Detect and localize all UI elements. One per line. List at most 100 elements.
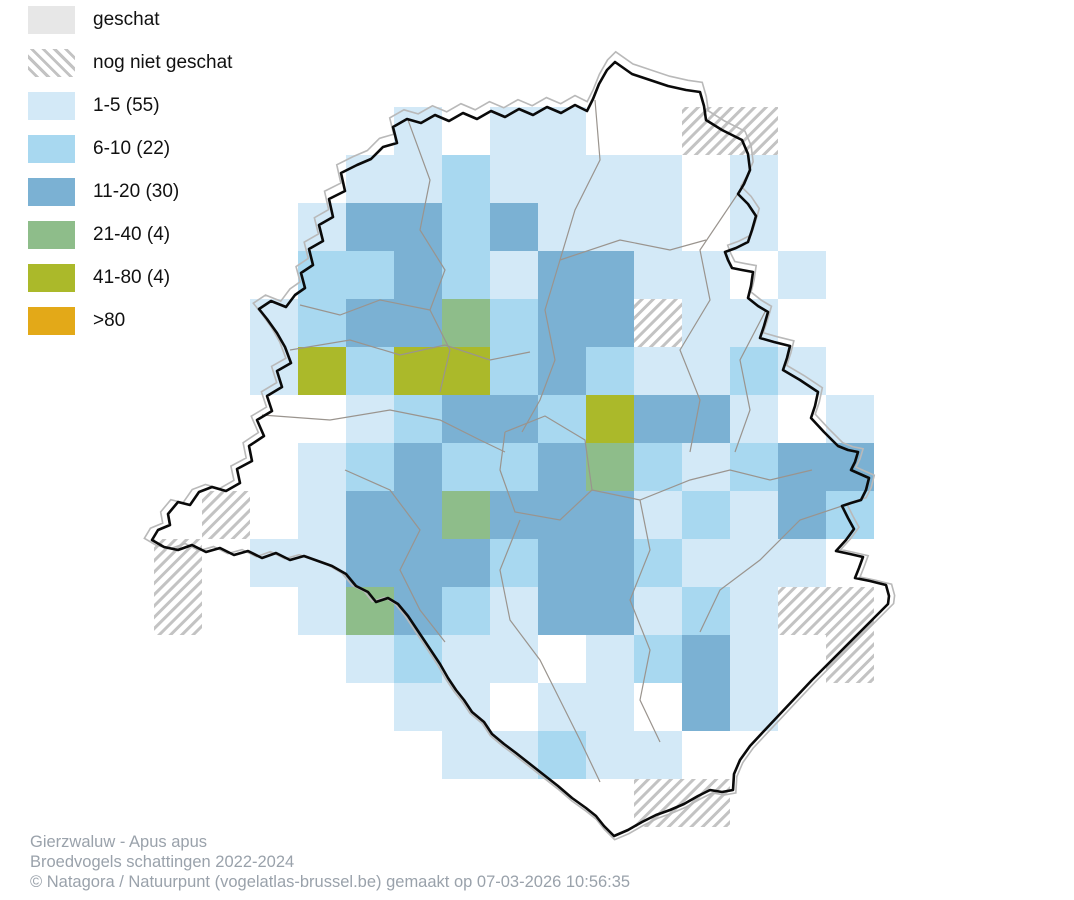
grid-cell [538,347,586,395]
grid-cell [682,587,730,635]
municipal-boundaries [261,99,861,783]
grid-cell [346,155,394,203]
species-name: Gierzwaluw - Apus apus [30,833,207,851]
grid-cell [538,299,586,347]
grid-cell [538,395,586,443]
grid-cell [490,155,538,203]
grid-cell [490,347,538,395]
municipal-boundary-line [699,499,861,633]
grid-cell [490,539,538,587]
legend-label: 6-10 (22) [93,138,171,159]
grid-cell [730,347,778,395]
grid-cell [442,443,490,491]
municipal-boundary-line [261,409,506,453]
grid-cell [346,635,394,683]
grid-cell [778,539,826,587]
grid-cell [586,683,634,731]
grid-cell [586,299,634,347]
grid-cell [682,635,730,683]
municipal-boundary-line [521,99,601,433]
grid-cell [490,635,538,683]
grid-cell [634,155,682,203]
grid-cell [634,395,682,443]
municipal-boundary-line [344,469,446,643]
grid-cell [778,587,826,635]
grid-cell [586,443,634,491]
legend-item: nog niet geschat [28,49,232,77]
grid-cell [730,107,778,155]
region-outline [150,60,891,838]
grid-cell [730,443,778,491]
grid-cell [250,539,298,587]
grid-cell [778,491,826,539]
grid-cell [346,491,394,539]
grid-cell [154,587,202,635]
grid-cell [682,491,730,539]
grid-cell [394,251,442,299]
grid-cell [730,155,778,203]
grid-cell [634,491,682,539]
municipal-boundary-line [679,194,738,453]
grid-cell [490,203,538,251]
survey-period: Broedvogels schattingen 2022-2024 [30,853,295,871]
grid-cell [586,347,634,395]
grid-cell [442,539,490,587]
municipal-boundary-line [289,339,531,361]
legend-item: geschat [28,6,232,34]
grid-cell [490,299,538,347]
grid-cell [442,395,490,443]
grid-cell [442,251,490,299]
grid-cell [346,299,394,347]
grid-cell [634,203,682,251]
grid-cell [730,587,778,635]
legend-item: 6-10 (22) [28,135,232,163]
grid-cell [634,251,682,299]
grid-cell [538,443,586,491]
grid-cell [298,587,346,635]
legend-item: >80 [28,307,232,335]
grid-cell [298,491,346,539]
grid-cell [634,587,682,635]
grid-cell [826,491,874,539]
grid-cell [682,539,730,587]
attribution: © Natagora / Natuurpunt (vogelatlas-brus… [30,873,631,891]
grid-cell [394,203,442,251]
grid-cell [538,155,586,203]
grid-cell [442,635,490,683]
legend-item: 11-20 (30) [28,178,232,206]
grid-cell [634,299,682,347]
grid-cell [442,347,490,395]
grid-cell [826,587,874,635]
grid-cell [298,443,346,491]
grid-cell [298,251,346,299]
grid-cell [634,443,682,491]
legend-label: geschat [93,9,160,30]
legend-label: nog niet geschat [93,52,233,73]
grid-cell [538,539,586,587]
municipal-boundary-line [299,299,431,316]
grid-cell [778,251,826,299]
grid-cell [394,443,442,491]
legend-label: 21-40 (4) [93,224,171,245]
grid-cell [538,251,586,299]
grid-cell [634,539,682,587]
grid-cell [682,779,730,827]
region-outline-shadow [143,50,896,841]
grid-cell [490,251,538,299]
grid-cell [586,587,634,635]
legend-label: 1-5 (55) [93,95,160,116]
grid-cell [250,299,298,347]
grid-cell [586,539,634,587]
grid-cell [346,443,394,491]
grid-cell [538,587,586,635]
grid-cell [730,539,778,587]
grid-cell [682,683,730,731]
legend-swatch [28,307,75,335]
grid-cells [154,107,874,827]
grid-cell [586,731,634,779]
grid-cell [346,395,394,443]
grid-cell [442,491,490,539]
map-caption: Gierzwaluw - Apus apus Broedvogels schat… [30,832,630,892]
municipal-boundary-line [629,499,661,743]
grid-cell [394,539,442,587]
